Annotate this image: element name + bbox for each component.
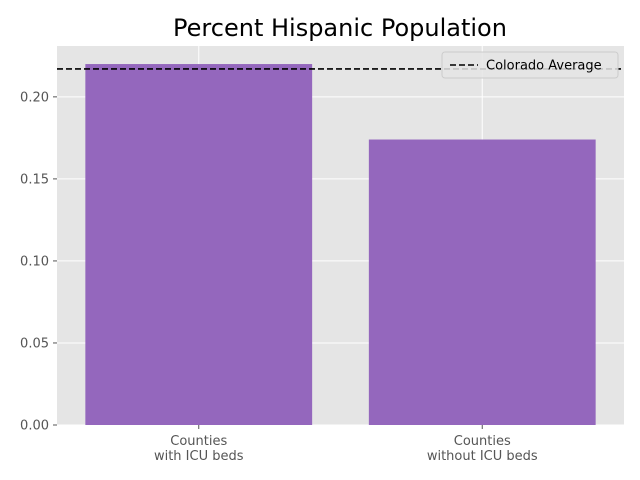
x-tick-label-line: with ICU beds bbox=[154, 449, 244, 464]
y-tick-label: 0.15 bbox=[20, 172, 49, 187]
y-axis: 0.00 0.05 0.10 0.15 0.20 bbox=[20, 90, 57, 434]
x-tick-label-line: without ICU beds bbox=[427, 449, 538, 464]
legend-box bbox=[441, 51, 619, 79]
x-tick-label: Counties with ICU beds bbox=[154, 434, 244, 464]
bar bbox=[85, 64, 313, 426]
legend: Colorado Average bbox=[441, 51, 619, 79]
x-tick-label-line: Counties bbox=[170, 434, 227, 449]
x-tick-label-line: Counties bbox=[454, 434, 511, 449]
bars bbox=[85, 64, 596, 426]
x-tick-label: Counties without ICU beds bbox=[427, 434, 538, 464]
bar bbox=[368, 139, 596, 426]
y-tick-label: 0.00 bbox=[20, 419, 49, 434]
chart-title: Percent Hispanic Population bbox=[173, 14, 507, 42]
legend-label: Colorado Average bbox=[486, 59, 602, 74]
y-tick-label: 0.05 bbox=[20, 336, 49, 351]
y-tick-label: 0.10 bbox=[20, 254, 49, 269]
y-tick-label: 0.20 bbox=[20, 90, 49, 105]
